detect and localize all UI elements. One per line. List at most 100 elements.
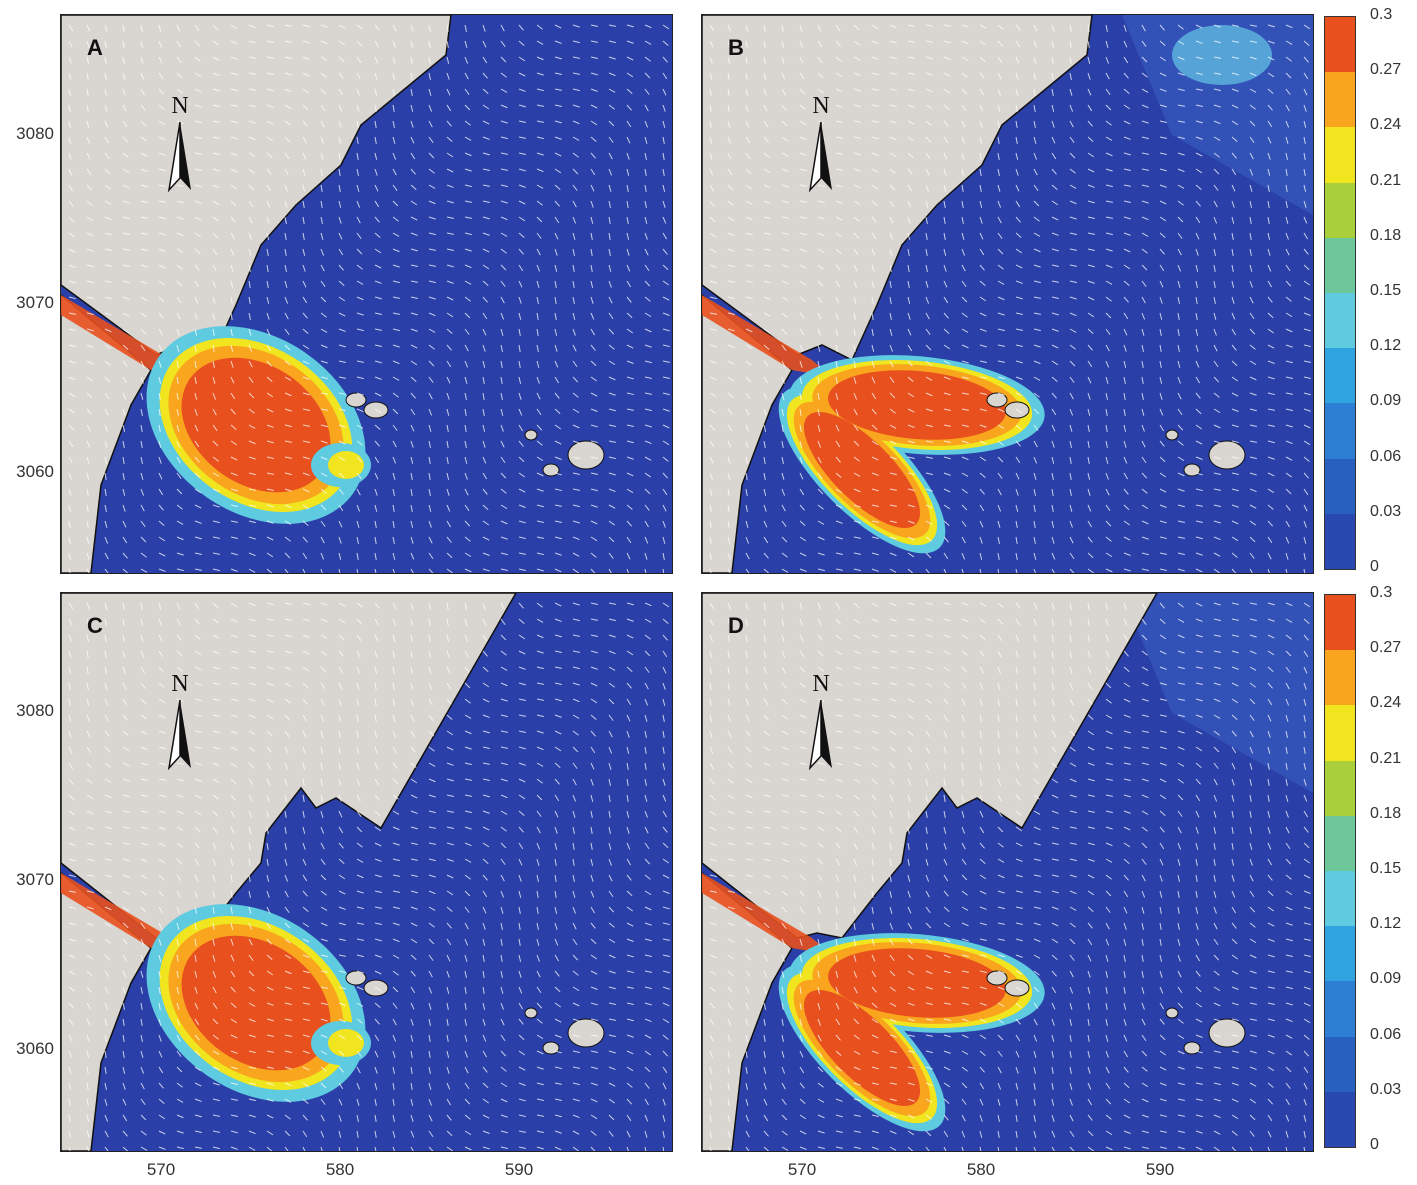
north-label: N <box>812 93 830 119</box>
north-arrow-light <box>167 699 181 771</box>
colorbar-tick-label: 0.21 <box>1370 171 1402 189</box>
plume-contour <box>828 370 1006 440</box>
current-vectors <box>68 602 670 1151</box>
island <box>1183 463 1201 477</box>
river-channel <box>61 295 191 377</box>
plume <box>778 933 1045 1132</box>
island <box>986 392 1008 408</box>
colorbar-swatch <box>1325 182 1355 238</box>
colorbar-tick-label: 0.06 <box>1370 447 1402 465</box>
panel-label: A <box>87 35 103 60</box>
island <box>542 463 560 477</box>
colorbar-tick-label: 0.21 <box>1370 749 1402 767</box>
north-arrow-dark <box>180 122 191 190</box>
river-channel <box>702 295 832 377</box>
north-label: N <box>171 671 189 697</box>
colorbar-top <box>1324 16 1356 570</box>
x-tick-590-right: 590 <box>1145 1160 1175 1179</box>
island <box>524 1007 538 1019</box>
colorbar-swatch <box>1325 292 1355 349</box>
offshore-patch <box>1122 593 1313 793</box>
colorbar-swatch <box>1325 237 1355 293</box>
plume-contour <box>803 989 921 1107</box>
current-vectors <box>68 24 670 573</box>
y-tick-3060-top: 3060 <box>16 462 54 481</box>
current-vectors <box>709 24 1311 573</box>
island <box>1208 1018 1246 1048</box>
island <box>524 429 538 441</box>
colorbar-swatch <box>1325 1091 1355 1147</box>
colorbar-swatch <box>1325 513 1355 569</box>
colorbar-tick-label: 0.03 <box>1370 1080 1402 1098</box>
panel-label: D <box>728 613 744 638</box>
offshore-patch-high <box>1172 25 1272 85</box>
colorbar-swatch <box>1325 595 1355 651</box>
colorbar-tick-label: 0.3 <box>1370 584 1393 601</box>
colorbar-swatch <box>1325 72 1355 128</box>
colorbar-tick-label: 0.27 <box>1370 639 1402 657</box>
y-tick-3070-top: 3070 <box>16 293 54 312</box>
colorbar-tick-label: 0.09 <box>1370 392 1402 410</box>
island <box>345 392 367 408</box>
north-arrow-dark <box>821 122 832 190</box>
current-vectors <box>709 602 1311 1151</box>
x-tick-590-left: 590 <box>504 1160 534 1179</box>
river-channel <box>61 873 191 955</box>
colorbar-swatch <box>1325 870 1355 927</box>
plume <box>146 326 371 524</box>
plume-contour <box>181 935 331 1071</box>
north-arrow-light <box>167 121 181 193</box>
colorbar-swatch <box>1325 705 1355 761</box>
panel-label: C <box>87 613 103 638</box>
colorbar-tick-label: 0 <box>1370 558 1379 575</box>
island <box>1165 429 1179 441</box>
colorbar-swatch <box>1325 815 1355 871</box>
colorbar-tick-label: 0.3 <box>1370 6 1393 23</box>
island <box>986 970 1008 986</box>
colorbar-tick-label: 0.15 <box>1370 282 1402 299</box>
colorbar-tick-label: 0 <box>1370 1136 1379 1153</box>
island <box>1183 1041 1201 1055</box>
y-tick-3070-bottom: 3070 <box>16 870 54 889</box>
x-tick-570-right: 570 <box>787 1160 817 1179</box>
colorbar-tick-label: 0.09 <box>1370 970 1402 988</box>
island <box>1165 1007 1179 1019</box>
colorbar-tick-label: 0.06 <box>1370 1025 1402 1043</box>
x-tick-570-left: 570 <box>146 1160 176 1179</box>
colorbar-swatch <box>1325 17 1355 73</box>
colorbar-tick-label: 0.03 <box>1370 502 1402 520</box>
river-channel <box>702 873 832 955</box>
colorbar-bottom <box>1324 594 1356 1148</box>
colorbar-tick-label: 0.12 <box>1370 915 1402 933</box>
north-arrow-dark <box>180 700 191 768</box>
colorbar-swatch <box>1325 650 1355 706</box>
north-arrow-light <box>808 699 822 771</box>
x-tick-580-left: 580 <box>325 1160 355 1179</box>
north-label: N <box>171 93 189 119</box>
colorbar-tick-label: 0.24 <box>1370 694 1402 712</box>
colorbar-swatch <box>1325 403 1355 459</box>
y-tick-3080-top: 3080 <box>16 124 54 143</box>
colorbar-swatch <box>1325 760 1355 816</box>
y-tick-3080-bottom: 3080 <box>16 701 54 720</box>
north-arrow: N <box>806 671 836 777</box>
plume-contour <box>328 1029 364 1057</box>
north-arrow: N <box>806 93 836 199</box>
plume <box>146 904 371 1102</box>
panel-label: B <box>728 35 744 60</box>
island <box>1208 440 1246 470</box>
island <box>567 440 605 470</box>
plume <box>778 355 1045 554</box>
north-arrow: N <box>165 93 195 199</box>
colorbar-tick-label: 0.24 <box>1370 116 1402 134</box>
colorbar-tick-label: 0.15 <box>1370 860 1402 877</box>
colorbar-swatch <box>1325 981 1355 1037</box>
plume-contour <box>181 357 331 493</box>
x-tick-580-right: 580 <box>966 1160 996 1179</box>
north-arrow-dark <box>821 700 832 768</box>
colorbar-swatch <box>1325 458 1355 514</box>
island <box>542 1041 560 1055</box>
